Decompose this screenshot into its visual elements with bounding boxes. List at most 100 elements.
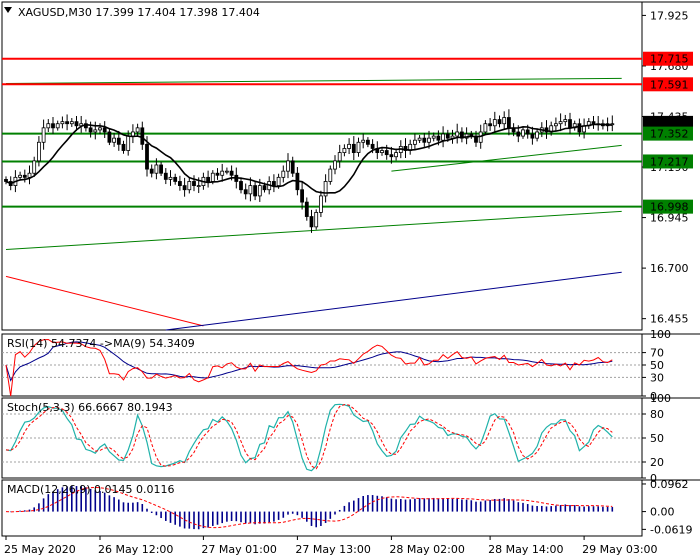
candle-bear: [229, 170, 234, 176]
candle-bear: [497, 119, 502, 125]
price-tick-label: 16.455: [650, 313, 689, 326]
indicator-title: Stoch(5,3,3) 66.6667 80.1943: [7, 401, 173, 414]
level-price-tag: [643, 126, 693, 141]
level-price-tag-label: 17.591: [650, 78, 689, 91]
candle-bear: [516, 131, 521, 137]
candle-bear: [121, 143, 126, 151]
candle-bull: [220, 170, 225, 176]
candle-bull: [455, 131, 460, 137]
candle-bull: [328, 168, 333, 182]
candle-bear: [459, 131, 464, 139]
candle-bear: [304, 201, 309, 217]
candle-bear: [445, 133, 450, 139]
candle-bull: [492, 119, 497, 127]
candle-bull: [318, 195, 323, 213]
candle-bull: [314, 212, 319, 228]
candle-bull: [41, 127, 46, 143]
price-tick-label: 16.945: [650, 212, 689, 225]
candle-bull: [257, 185, 262, 197]
candle-bull: [18, 174, 23, 178]
candle-bear: [370, 143, 375, 149]
candle-bear: [192, 181, 196, 186]
candle-bear: [88, 127, 93, 133]
candle-bear: [163, 172, 168, 180]
candle-bull: [281, 170, 286, 178]
time-tick-label: 27 May 01:00: [201, 543, 276, 556]
candle-bear: [173, 176, 178, 182]
stoch-k-line: [5, 403, 613, 472]
level-price-tag: [643, 199, 693, 214]
macd-signal-line: [5, 486, 613, 529]
candle-bull: [210, 172, 215, 182]
candle-bear: [74, 121, 79, 127]
candle-bear: [140, 127, 145, 145]
candle-bear: [65, 121, 69, 125]
candle-bull: [337, 152, 342, 162]
candle-bull: [276, 176, 281, 186]
panel-frame-1: [1, 1, 643, 331]
level-price-tag-label: 17.352: [650, 128, 689, 141]
candle-bear: [271, 181, 276, 186]
panel-frame-4: [1, 479, 643, 537]
candle-bull: [60, 121, 65, 125]
candle-bear: [102, 127, 107, 133]
candle-bull: [394, 152, 399, 158]
candle-bull: [554, 123, 558, 127]
indicator-tick-label: 0.0962: [650, 478, 689, 491]
candle-bull: [347, 143, 352, 149]
candle-bear: [262, 185, 267, 191]
level-price-tag: [643, 115, 693, 130]
candle-bull: [135, 127, 140, 133]
candle-bull: [431, 135, 436, 139]
indicator-tick-label: 50: [650, 432, 664, 445]
candle-bear: [488, 123, 493, 127]
candle-bull: [535, 131, 539, 139]
indicator-tick-label: 30: [650, 371, 664, 384]
candle-bear: [182, 185, 187, 191]
candle-bull: [130, 131, 135, 137]
candle-bear: [145, 143, 149, 170]
collapse-arrow-icon: [4, 7, 12, 13]
trend-line-2: [5, 77, 622, 84]
candle-bear: [403, 146, 408, 151]
candle-bull: [112, 137, 116, 143]
indicator-tick-label: 0: [650, 390, 657, 403]
candle-bull: [248, 185, 253, 195]
candle-bull: [37, 141, 41, 162]
level-price-tag: [643, 154, 693, 169]
indicator-title: MACD(12,26,9) 0.0145 0.0116: [7, 483, 175, 496]
rsi-ma-line: [5, 341, 613, 382]
candle-bear: [530, 133, 535, 139]
candle-bear: [290, 160, 295, 174]
price-tick-label: 16.700: [650, 262, 689, 275]
candle-bear: [149, 168, 154, 174]
candle-bull: [93, 129, 98, 133]
candle-bull: [196, 185, 201, 187]
indicator-tick-label: 0: [650, 472, 657, 485]
candle-bear: [422, 137, 427, 143]
candle-bear: [525, 129, 530, 135]
candle-bull: [412, 139, 417, 145]
stoch-d-line: [5, 404, 613, 470]
candle-bear: [506, 117, 511, 129]
indicator-tick-label: 80: [650, 408, 664, 421]
candle-bull: [32, 160, 37, 174]
candle-bull: [380, 150, 384, 153]
indicator-tick-label: 0.00: [650, 506, 675, 519]
candle-bull: [126, 135, 131, 151]
candle-bear: [365, 139, 370, 145]
candle-bull: [333, 160, 337, 170]
trend-line-3: [391, 144, 622, 172]
level-price-tag: [643, 77, 693, 92]
candle-bull: [502, 117, 507, 125]
indicator-tick-label: 70: [650, 347, 664, 360]
time-tick-label: 25 May 2020: [4, 543, 76, 556]
chart-header: XAGUSD,M30 17.399 17.404 17.398 17.404: [18, 6, 260, 19]
candle-bull: [417, 137, 422, 141]
candle-bear: [253, 185, 258, 197]
candle-bear: [116, 137, 121, 145]
candle-bear: [300, 189, 305, 203]
moving-average-line: [5, 123, 613, 194]
candle-bull: [323, 181, 328, 197]
